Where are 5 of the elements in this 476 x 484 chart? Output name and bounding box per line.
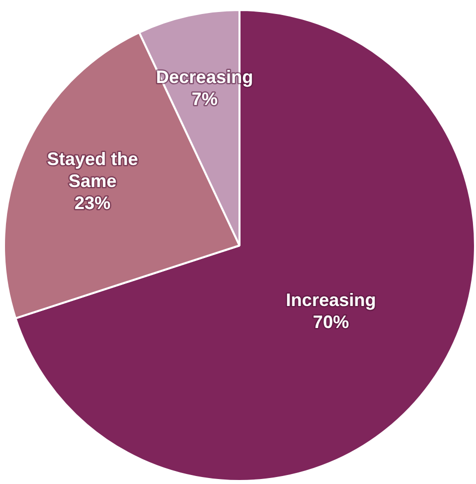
data-label: 7% (192, 89, 218, 110)
slice-label: Increasing (286, 290, 376, 310)
data-label: 70% (312, 312, 349, 332)
slice-label: Stayed the Same (47, 148, 138, 191)
data-label: 23% (74, 192, 111, 213)
